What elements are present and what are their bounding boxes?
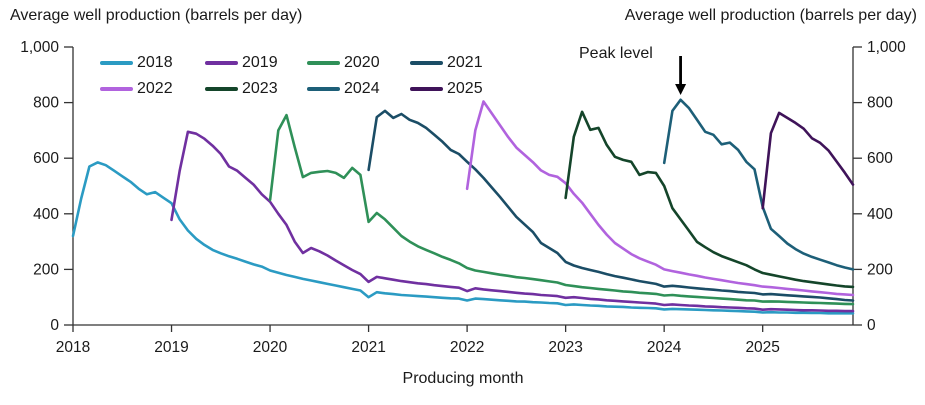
legend-swatch-2020 (307, 61, 340, 65)
x-tick-label: 2025 (745, 339, 779, 356)
right-axis-title: Average well production (barrels per day… (624, 7, 917, 24)
legend-label: 2023 (242, 80, 278, 97)
legend-item-2024: 2024 (307, 80, 380, 98)
x-tick-label: 2019 (154, 339, 188, 356)
legend-item-2025: 2025 (410, 80, 483, 98)
x-tick-label: 2022 (450, 339, 484, 356)
series-line-2019 (170, 130, 855, 313)
legend-label: 2022 (137, 80, 173, 97)
series-line-2024 (662, 98, 855, 271)
legend-item-2022: 2022 (100, 80, 173, 98)
y-tick-label-left: 800 (33, 95, 59, 112)
left-axis-title: Average well production (barrels per day… (10, 7, 303, 24)
x-tick-label: 2020 (253, 339, 288, 356)
y-tick-label-right: 600 (867, 150, 893, 167)
legend-item-2018: 2018 (100, 54, 173, 72)
x-tick-label: 2024 (647, 339, 682, 356)
x-axis-label: Producing month (402, 370, 524, 387)
y-tick-label-right: 200 (867, 261, 893, 278)
y-tick-label-right: 800 (867, 95, 893, 112)
legend-swatch-2025 (410, 87, 443, 91)
y-tick-label-left: 600 (33, 150, 59, 167)
y-tick-label-left: 1,000 (20, 39, 59, 56)
series-line-2025 (761, 111, 855, 210)
legend-item-2019: 2019 (205, 54, 278, 72)
x-tick-label: 2023 (548, 339, 582, 356)
y-tick-label-right: 400 (867, 206, 893, 223)
series-line-2020 (268, 113, 855, 306)
y-tick-label-right: 1,000 (867, 39, 906, 56)
series-line-2023 (564, 110, 855, 289)
series-line-2021 (367, 109, 855, 302)
legend-swatch-2018 (100, 61, 133, 65)
legend-label: 2024 (344, 80, 380, 97)
series-line-2022 (465, 100, 855, 297)
x-tick-label: 2018 (56, 339, 90, 356)
y-tick-label-left: 200 (33, 261, 59, 278)
y-tick-label-left: 400 (33, 206, 59, 223)
y-tick-label-left: 0 (50, 317, 59, 334)
legend-label: 2020 (344, 54, 380, 71)
legend-label: 2018 (137, 54, 173, 71)
legend-item-2023: 2023 (205, 80, 278, 98)
legend-label: 2021 (447, 54, 483, 71)
legend-swatch-2024 (307, 87, 340, 91)
legend-item-2020: 2020 (307, 54, 380, 72)
series-line-2018 (71, 161, 855, 315)
legend-item-2021: 2021 (410, 54, 483, 72)
peak-level-annotation: Peak level (579, 45, 653, 62)
peak-arrowhead-icon (675, 84, 687, 95)
legend-swatch-2021 (410, 61, 443, 65)
legend-label: 2019 (242, 54, 278, 71)
legend-label: 2025 (447, 80, 483, 97)
legend-swatch-2023 (205, 87, 238, 91)
y-tick-label-right: 0 (867, 317, 876, 334)
x-tick-label: 2021 (351, 339, 385, 356)
legend-swatch-2019 (205, 61, 238, 65)
legend-swatch-2022 (100, 87, 133, 91)
